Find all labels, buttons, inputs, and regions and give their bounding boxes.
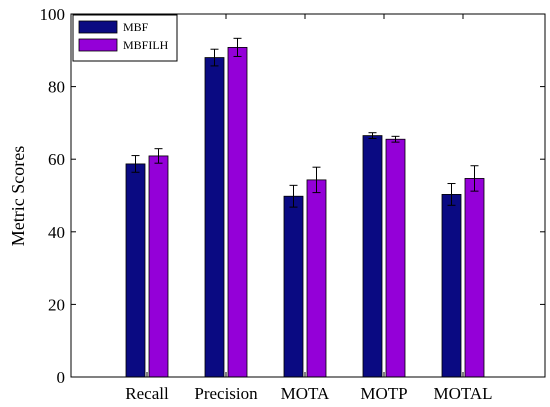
bar-mbfilh-motp [385,138,406,378]
bar-mbf-recall [125,163,146,378]
y-tick-label-0: 0 [57,368,66,387]
errorbar-mbf-motal [447,183,456,206]
bar-mbfilh-recall [148,155,169,378]
y-tick-label-3: 60 [48,150,65,169]
x-tick-label-motp: MOTP [360,384,407,403]
y-tick-label-5: 100 [40,5,66,24]
error-bars-group [131,37,479,208]
x-ticks-group: Recall Precision MOTA MOTP MOTAL [125,14,493,403]
errorbar-mbfilh-recall [154,148,163,164]
bar-mbfilh-motal [464,178,485,378]
legend-label-mbfilh: MBFILH [123,38,169,52]
bar-mbfilh-precision [227,46,248,378]
legend: MBF MBFILH [72,14,178,62]
errorbar-mbf-precision [210,48,219,67]
y-axis-label: Metric Scores [8,146,28,246]
x-tick-label-motal: MOTAL [433,384,492,403]
x-tick-label-recall: Recall [125,384,169,403]
y-ticks-group: 0 20 40 60 80 100 [40,5,545,387]
errorbar-mbfilh-motp [391,135,400,143]
legend-swatch-mbf [78,20,118,34]
errorbar-mbf-mota [289,184,298,208]
y-tick-label-4: 80 [48,78,65,97]
bar-mbfilh-mota [306,179,327,378]
bar-mbf-precision [204,57,225,378]
legend-swatch-mbfilh [78,38,118,52]
errorbar-mbf-recall [131,155,140,173]
bar-mbf-mota [283,195,304,378]
bars-group [125,46,485,378]
legend-box [72,14,178,62]
y-tick-label-1: 20 [48,295,65,314]
errorbar-mbfilh-motal [470,165,479,192]
legend-label-mbf: MBF [123,20,149,34]
errorbar-mbf-motp [368,132,377,140]
x-tick-label-precision: Precision [194,384,258,403]
x-tick-label-mota: MOTA [281,384,330,403]
errorbar-mbfilh-mota [312,166,321,194]
bar-mbf-motp [362,135,383,378]
errorbar-mbfilh-precision [233,37,242,57]
y-tick-label-2: 40 [48,223,65,242]
bar-mbf-motal [441,194,462,378]
axes-frame [70,13,546,378]
